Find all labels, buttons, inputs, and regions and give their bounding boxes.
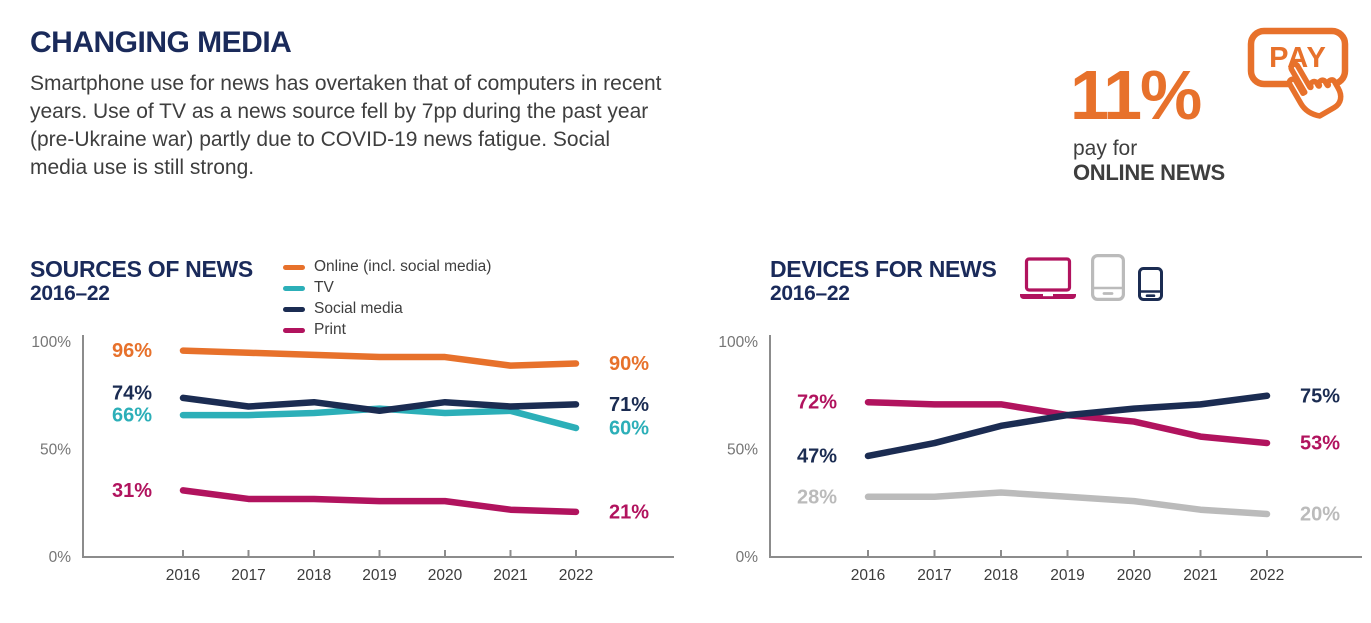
sources-chart-header: SOURCES OF NEWS 2016–22	[30, 256, 253, 306]
sources-chart-subtitle: 2016–22	[30, 282, 110, 305]
svg-text:66%: 66%	[112, 405, 152, 427]
svg-text:90%: 90%	[609, 353, 649, 375]
svg-text:0%: 0%	[49, 549, 72, 566]
pay-button-icon: PAY	[1243, 24, 1365, 141]
svg-text:28%: 28%	[797, 486, 837, 508]
laptop-icon	[1020, 257, 1076, 299]
devices-chart-subtitle: 2016–22	[770, 282, 850, 305]
svg-text:2019: 2019	[1050, 567, 1084, 584]
svg-text:71%: 71%	[609, 394, 649, 416]
svg-text:2020: 2020	[1117, 567, 1152, 584]
svg-text:96%: 96%	[112, 340, 152, 362]
smartphone-icon	[1138, 267, 1163, 301]
devices-chart-title: DEVICES FOR NEWS	[770, 256, 997, 282]
svg-text:2022: 2022	[1250, 567, 1284, 584]
tv-legend-dash	[283, 285, 305, 291]
print-legend-dash	[283, 327, 305, 333]
svg-text:2020: 2020	[428, 567, 463, 584]
svg-text:100%: 100%	[31, 334, 71, 351]
svg-text:50%: 50%	[40, 442, 71, 459]
devices-for-news-chart: 0% 50% 100% 2016 2017 2018 2019 2020 2021 2022 28%…	[718, 334, 1362, 584]
page-title: CHANGING MEDIA	[30, 26, 292, 59]
svg-text:21%: 21%	[609, 501, 649, 523]
svg-text:50%: 50%	[727, 442, 758, 459]
pay-stat-label: pay for	[1073, 137, 1138, 160]
svg-text:2016: 2016	[166, 567, 200, 584]
device-icons	[1018, 254, 1163, 301]
svg-text:20%: 20%	[1300, 504, 1340, 526]
devices-chart-header: DEVICES FOR NEWS 2016–22	[770, 256, 997, 306]
sources-chart-title: SOURCES OF NEWS	[30, 256, 253, 282]
svg-text:2021: 2021	[1183, 567, 1217, 584]
sources-chart-legend: Online (incl. social media) TV Social me…	[283, 258, 491, 342]
svg-text:0%: 0%	[736, 549, 759, 566]
svg-text:60%: 60%	[609, 418, 649, 440]
svg-text:2022: 2022	[559, 567, 593, 584]
svg-text:47%: 47%	[797, 445, 837, 467]
svg-text:2016: 2016	[851, 567, 885, 584]
legend-item-social: Social media	[283, 300, 491, 318]
legend-item-print: Print	[283, 321, 491, 339]
svg-text:72%: 72%	[797, 392, 837, 414]
svg-text:74%: 74%	[112, 383, 152, 405]
svg-text:2021: 2021	[493, 567, 527, 584]
social-media-legend-label: Social media	[314, 300, 403, 317]
svg-text:2019: 2019	[362, 567, 396, 584]
svg-text:2017: 2017	[917, 567, 951, 584]
online-legend-label: Online (incl. social media)	[314, 258, 492, 275]
legend-item-online: Online (incl. social media)	[283, 258, 491, 276]
print-legend-label: Print	[314, 321, 346, 338]
svg-text:75%: 75%	[1300, 385, 1340, 407]
intro-paragraph: Smartphone use for news has overtaken th…	[30, 72, 662, 179]
social-media-legend-dash	[283, 306, 305, 312]
svg-text:100%: 100%	[718, 334, 758, 351]
pay-stat-label-bold: ONLINE NEWS	[1073, 160, 1225, 185]
svg-text:2017: 2017	[231, 567, 265, 584]
sources-of-news-chart: 0% 50% 100% 2016 2017 2018 2019 2020 2021 2022 31%…	[31, 334, 674, 584]
svg-text:2018: 2018	[297, 567, 331, 584]
svg-text:31%: 31%	[112, 480, 152, 502]
legend-item-tv: TV	[283, 279, 491, 297]
online-legend-dash	[283, 264, 305, 270]
pay-stat-value: 11%	[1070, 56, 1202, 134]
tablet-icon	[1091, 254, 1125, 301]
svg-text:2018: 2018	[984, 567, 1018, 584]
pointer-hand-icon	[1286, 61, 1344, 119]
tv-legend-label: TV	[314, 279, 334, 296]
svg-text:53%: 53%	[1300, 433, 1340, 455]
